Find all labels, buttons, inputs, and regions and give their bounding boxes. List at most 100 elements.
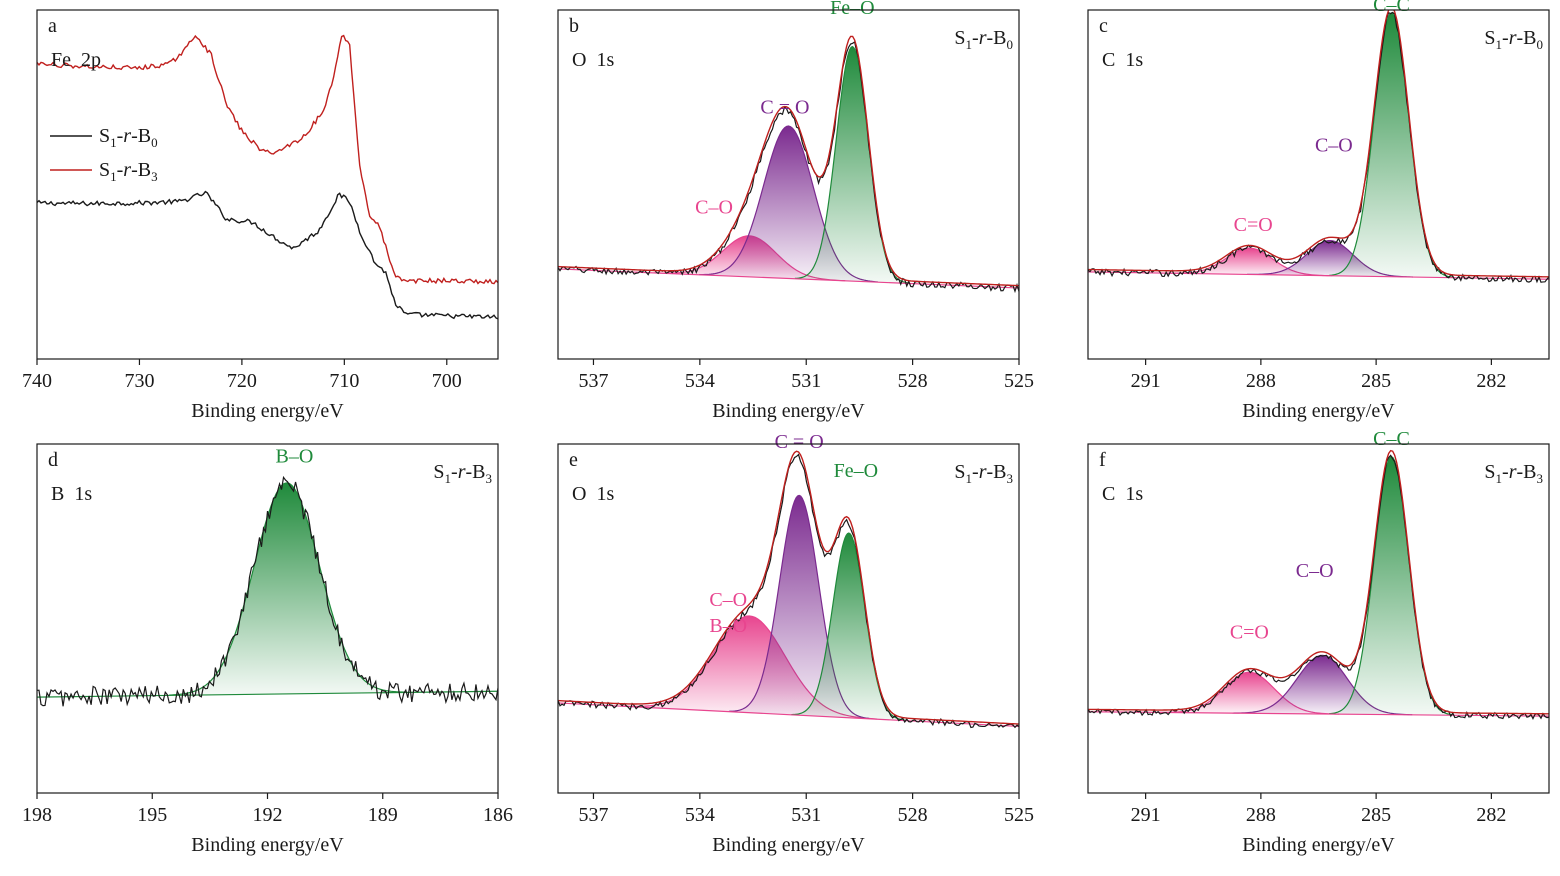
axes-frame	[1087, 9, 1550, 360]
x-tick-label: 525	[1004, 370, 1034, 392]
x-tick-label: 285	[1361, 804, 1391, 826]
x-axis-label: Binding energy/eV	[712, 834, 865, 856]
x-tick-label: 700	[432, 370, 462, 392]
x-tick-label: 528	[898, 804, 928, 826]
x-tick-label: 525	[1004, 804, 1034, 826]
component-fill-1	[621, 615, 878, 720]
component-fill-3	[791, 533, 907, 721]
sample-label: S1-r-B3	[954, 461, 1013, 486]
panel-letter: c	[1099, 15, 1108, 37]
x-tick-label: 730	[124, 370, 154, 392]
peak-label-1-line2: B–O	[709, 615, 747, 637]
component-fill-2	[699, 126, 878, 283]
element-label: B 1s	[51, 483, 92, 505]
sample-label: S1-r-B3	[433, 461, 492, 486]
element-label: C 1s	[1102, 49, 1143, 71]
panel-letter: f	[1099, 449, 1106, 471]
x-axis-label: Binding energy/eV	[712, 400, 865, 422]
sample-label: S1-r-B3	[1484, 461, 1543, 486]
raw-spectrum	[37, 475, 498, 707]
raw-spectrum	[558, 41, 1019, 294]
x-tick-label: 186	[483, 804, 513, 826]
peak-label-1: C–O	[709, 589, 747, 611]
element-label: C 1s	[1102, 483, 1143, 505]
raw-spectrum	[1088, 454, 1549, 720]
x-tick-label: 528	[898, 370, 928, 392]
x-tick-label: 537	[578, 370, 608, 392]
x-tick-label: 282	[1476, 804, 1506, 826]
plot-area-a	[37, 34, 498, 320]
panel-e: C–O B–O C = O Fe–O 537 534 531 528 525 Binding en…	[557, 431, 1034, 856]
panel-a: 740 730 720 710 700 Binding energy/eV a Fe 2p S1…	[22, 9, 499, 422]
x-tick-label: 192	[253, 804, 283, 826]
peak-label-1: C–O	[695, 196, 733, 218]
plot-area-b	[558, 35, 1019, 294]
component-fill-1	[1159, 672, 1340, 715]
x-tick-label: 195	[137, 804, 167, 826]
peak-label-2: C = O	[760, 97, 809, 119]
x-tick-label: 291	[1131, 370, 1161, 392]
x-tick-label: 285	[1361, 370, 1391, 392]
sample-label: S1-r-B0	[1484, 27, 1543, 52]
x-tick-label: 534	[685, 804, 715, 826]
x-tick-label: 291	[1131, 804, 1161, 826]
x-tick-label: 537	[578, 804, 608, 826]
panel-d: B–O 198 195 192 189 186 Binding energy/eV d B 1s…	[22, 443, 513, 856]
plot-area-f	[1088, 449, 1549, 720]
component-curve-3	[791, 532, 907, 721]
fit-envelope	[558, 450, 1019, 725]
element-label: Fe 2p	[51, 49, 101, 71]
axes-frame	[557, 443, 1020, 794]
series-line-1	[37, 190, 498, 320]
fit-envelope	[1088, 449, 1549, 715]
x-tick-label: 189	[368, 804, 398, 826]
panel-c: C=O C–O C–C 291 288 285 282 Binding energy/eV cC…	[1087, 0, 1550, 422]
plot-area-e	[558, 450, 1019, 729]
x-tick-label: 710	[329, 370, 359, 392]
peak-label-3: C–C	[1373, 0, 1410, 16]
component-fill-3	[1329, 456, 1454, 716]
component-fill-2	[728, 495, 870, 719]
baseline	[558, 268, 1019, 289]
peak-label-1: C=O	[1234, 214, 1273, 236]
baseline	[37, 690, 498, 698]
peak-label-2: C = O	[775, 431, 824, 453]
x-tick-label: 198	[22, 804, 52, 826]
peak-label-3: Fe–O	[834, 460, 878, 482]
fit-envelope	[1088, 10, 1549, 278]
x-axis-label: Binding energy/eV	[1242, 400, 1395, 422]
peak-label-3: C–C	[1373, 428, 1410, 450]
legend-label-2: S1-r-B3	[99, 159, 158, 184]
peak-label-1: B–O	[275, 446, 313, 468]
component-fill-2	[1247, 240, 1414, 278]
plot-area-d	[37, 475, 498, 707]
element-label: O 1s	[572, 483, 614, 505]
panel-f: C=O C–O C–C 291 288 285 282 Binding energy/eV fC…	[1087, 428, 1550, 856]
x-axis-label: Binding energy/eV	[191, 834, 344, 856]
panel-letter: e	[569, 449, 578, 471]
x-axis-label: Binding energy/eV	[1242, 834, 1395, 856]
x-tick-label: 740	[22, 370, 52, 392]
fit-envelope	[558, 35, 1019, 287]
component-fill-3	[794, 46, 910, 284]
axes-frame	[36, 9, 499, 360]
x-tick-label: 534	[685, 370, 715, 392]
x-tick-label: 720	[227, 370, 257, 392]
x-tick-label: 288	[1246, 804, 1276, 826]
peak-label-2: C–O	[1296, 560, 1334, 582]
component-fill-1	[169, 482, 405, 696]
axes-frame	[557, 9, 1020, 360]
component-curve-3	[794, 45, 910, 284]
element-label: O 1s	[572, 49, 614, 71]
sample-label: S1-r-B0	[954, 27, 1013, 52]
x-tick-label: 531	[791, 370, 821, 392]
baseline	[1088, 271, 1549, 280]
series-line-2	[37, 34, 498, 285]
panel-letter: a	[48, 15, 57, 37]
panel-letter: b	[569, 15, 579, 37]
plot-area-c	[1088, 10, 1549, 284]
raw-spectrum	[1088, 11, 1549, 284]
x-tick-label: 288	[1246, 370, 1276, 392]
legend-label-1: S1-r-B0	[99, 125, 158, 150]
